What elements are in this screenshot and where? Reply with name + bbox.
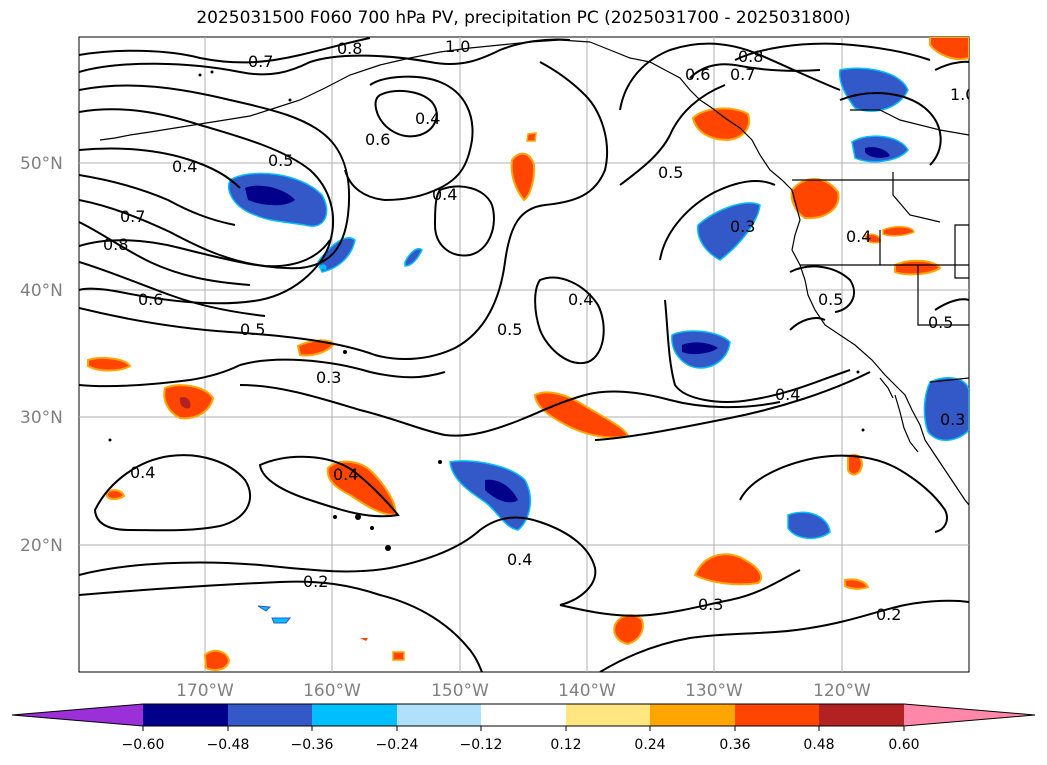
contour-label: 0.4 xyxy=(333,465,358,484)
lon-label: 130°W xyxy=(685,681,743,701)
lat-label: 50°N xyxy=(20,154,63,174)
contour-label: 0.7 xyxy=(730,65,755,84)
contour-label: 0.4 xyxy=(775,385,800,404)
colorbar-segment xyxy=(566,704,650,726)
colorbar-segment xyxy=(481,704,566,726)
contour-label: 0.4 xyxy=(415,109,440,128)
contour-label: 0.6 xyxy=(685,65,710,84)
map-frame xyxy=(78,36,970,673)
contour-label: 0.6 xyxy=(365,130,390,149)
coastlines xyxy=(99,39,969,506)
lon-label: 150°W xyxy=(431,681,489,701)
colorbar-tick: 0.60 xyxy=(888,737,919,753)
lat-label: 30°N xyxy=(20,408,63,428)
colorbar-extend-low xyxy=(12,704,143,726)
contour-label: 0.5 xyxy=(268,151,293,170)
contour-label: 1.0 xyxy=(950,85,975,104)
colorbar-segment xyxy=(735,704,819,726)
contour-label: 0.2 xyxy=(303,572,328,591)
colorbar-segment xyxy=(312,704,397,726)
map-title: 2025031500 F060 700 hPa PV, precipitatio… xyxy=(196,8,851,28)
contour-label: 0.4 xyxy=(172,157,197,176)
contour-label: 0.3 xyxy=(316,368,341,387)
colorbar-tick: −0.24 xyxy=(376,737,419,753)
contour-label: 0.4 xyxy=(507,550,532,569)
contour-label: 0.5 xyxy=(928,313,953,332)
contour-label: 0.4 xyxy=(130,463,155,482)
precip-negative-areas xyxy=(228,67,969,624)
colorbar-tick: 0.12 xyxy=(550,737,581,753)
colorbar-tick: 0.24 xyxy=(634,737,665,753)
contour-label: 0.3 xyxy=(698,595,723,614)
contour-label: 0.8 xyxy=(738,47,763,66)
contour-labels: 0.7 0.8 1.0 0.5 0.4 0.7 0.8 0.6 0.5 0.6 … xyxy=(103,37,975,624)
contour-label: 0.6 xyxy=(138,290,163,309)
lat-label: 40°N xyxy=(20,281,63,301)
colorbar-segment xyxy=(228,704,312,726)
contour-label: 0.3 xyxy=(730,217,755,236)
lon-label: 170°W xyxy=(176,681,234,701)
lon-label: 140°W xyxy=(558,681,616,701)
colorbar: −0.60 −0.48 −0.36 −0.24 −0.12 0.12 0.24 … xyxy=(11,703,1036,753)
contour-label: 0.4 xyxy=(846,227,871,246)
contour-label: 0.4 xyxy=(568,290,593,309)
latitude-labels: 50°N 40°N 30°N 20°N xyxy=(20,154,63,556)
colorbar-segment xyxy=(397,704,481,726)
contour-label: 0.5 xyxy=(497,320,522,339)
contour-label: 0.3 xyxy=(940,410,965,429)
islands xyxy=(108,70,865,551)
contour-label: 0.7 xyxy=(120,207,145,226)
contour-label: 1.0 xyxy=(445,37,470,56)
colorbar-tick: −0.48 xyxy=(207,737,250,753)
colorbar-segment xyxy=(650,704,735,726)
contour-label: 0.8 xyxy=(337,39,362,58)
contour-label: 0.8 xyxy=(103,235,128,254)
colorbar-extend-high xyxy=(904,704,1035,726)
lon-label: 160°W xyxy=(303,681,361,701)
lat-label: 20°N xyxy=(20,536,63,556)
colorbar-tick: −0.12 xyxy=(460,737,503,753)
colorbar-segment xyxy=(819,704,904,726)
contour-label: 0.5 xyxy=(818,290,843,309)
contour-label: 0.5 xyxy=(658,163,683,182)
colorbar-tick: 0.48 xyxy=(803,737,834,753)
colorbar-tick: −0.60 xyxy=(122,737,165,753)
contour-label: 0.5 xyxy=(240,320,265,339)
colorbar-tick: 0.36 xyxy=(719,737,750,753)
contour-label: 0.4 xyxy=(432,185,457,204)
contour-label: 0.7 xyxy=(248,52,273,71)
lon-label: 120°W xyxy=(813,681,871,701)
precip-positive-areas xyxy=(87,37,969,671)
colorbar-segment xyxy=(143,704,228,726)
pv-contours xyxy=(79,37,969,672)
colorbar-tick: −0.36 xyxy=(291,737,334,753)
longitude-labels: 170°W 160°W 150°W 140°W 130°W 120°W xyxy=(176,681,871,701)
contour-label: 0.2 xyxy=(876,605,901,624)
